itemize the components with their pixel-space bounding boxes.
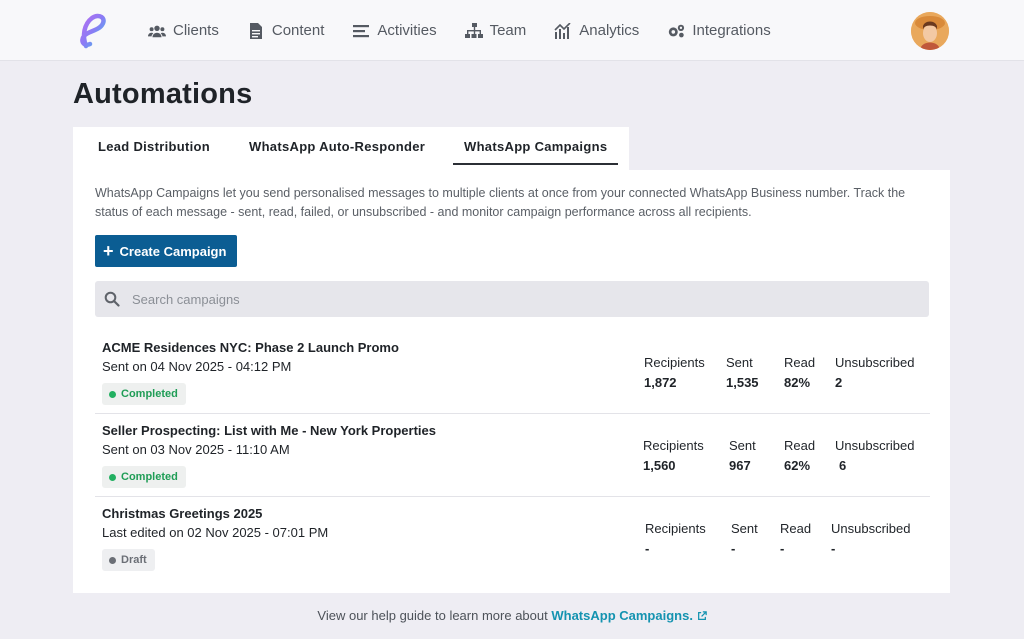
stat-value: 82% [784, 375, 811, 390]
stat-label: Sent [729, 438, 756, 453]
stat-value: - [731, 541, 736, 556]
create-campaign-label: Create Campaign [119, 243, 227, 259]
top-navbar: Clients Content Activities Team Analytic… [0, 0, 1024, 61]
stat-recipients: Recipients 1,560 [643, 438, 704, 473]
stat-label: Recipients [643, 438, 704, 453]
campaign-title[interactable]: Christmas Greetings 2025 [102, 506, 263, 521]
document-icon [249, 22, 262, 39]
campaign-title[interactable]: Seller Prospecting: List with Me - New Y… [102, 423, 436, 438]
nav-label: Content [271, 22, 325, 39]
tab-whatsapp-campaigns[interactable]: WhatsApp Campaigns [453, 127, 619, 170]
help-guide-link-label: WhatsApp Campaigns. [551, 608, 693, 623]
nav-item-content[interactable]: Content [247, 22, 325, 39]
chart-icon [554, 22, 571, 39]
app-logo[interactable] [72, 12, 110, 50]
status-label: Completed [121, 471, 178, 483]
users-icon [148, 25, 166, 37]
nav-label: Team [489, 22, 527, 39]
stat-label: Recipients [644, 355, 705, 370]
stat-label: Sent [726, 355, 753, 370]
stat-sent: Sent 967 [729, 438, 756, 473]
panel-description: WhatsApp Campaigns let you send personal… [95, 186, 906, 219]
status-dot [109, 473, 116, 481]
external-link-icon [697, 611, 707, 620]
stat-unsubscribed: Unsubscribed - [831, 521, 911, 556]
help-guide-link[interactable]: WhatsApp Campaigns. [551, 608, 707, 623]
campaign-title[interactable]: ACME Residences NYC: Phase 2 Launch Prom… [102, 340, 399, 355]
status-dot [109, 390, 116, 398]
search-input[interactable] [132, 291, 892, 307]
plus-icon: + [103, 241, 114, 261]
campaign-row[interactable]: ACME Residences NYC: Phase 2 Launch Prom… [95, 331, 930, 414]
automation-tabs: Lead Distribution WhatsApp Auto-Responde… [73, 127, 629, 170]
stat-label: Read [780, 521, 812, 536]
search-bar [95, 281, 929, 317]
status-dot [109, 556, 116, 564]
page-title: Automations [73, 78, 253, 110]
campaign-row[interactable]: Christmas Greetings 2025 Last edited on … [95, 497, 930, 580]
gears-icon [669, 24, 685, 37]
tab-whatsapp-auto-responder[interactable]: WhatsApp Auto-Responder [249, 139, 426, 154]
stat-value: 6 [839, 458, 847, 473]
user-avatar[interactable] [911, 12, 949, 50]
footer-text: View our help guide to learn more about [317, 608, 548, 623]
stat-value: - [645, 541, 650, 556]
nav-label: Clients [173, 22, 219, 39]
status-badge: Completed [102, 383, 186, 405]
status-badge: Completed [102, 466, 186, 488]
search-icon [104, 291, 120, 307]
stat-value: 1,872 [644, 375, 677, 390]
status-label: Draft [121, 554, 147, 566]
stat-label: Unsubscribed [835, 355, 915, 370]
stat-label: Unsubscribed [835, 438, 915, 453]
stat-read: Read 82% [784, 355, 815, 390]
stat-value: - [831, 541, 836, 556]
status-label: Completed [121, 388, 178, 400]
stat-unsubscribed: Unsubscribed 6 [835, 438, 915, 473]
create-campaign-button[interactable]: + Create Campaign [95, 235, 237, 267]
stat-recipients: Recipients 1,872 [644, 355, 705, 390]
help-footer: View our help guide to learn more about … [0, 608, 1024, 623]
stat-value: - [780, 541, 785, 556]
stat-value: 1,560 [643, 458, 676, 473]
nav-item-clients[interactable]: Clients [148, 22, 219, 39]
list-icon [353, 24, 370, 37]
nav-label: Analytics [579, 22, 640, 39]
stat-label: Read [784, 438, 816, 453]
stat-label: Read [784, 355, 816, 370]
stat-value: 1,535 [726, 375, 759, 390]
campaigns-panel: WhatsApp Campaigns let you send personal… [73, 170, 950, 593]
stat-label: Sent [731, 521, 758, 536]
stat-read: Read - [780, 521, 811, 556]
campaign-row[interactable]: Seller Prospecting: List with Me - New Y… [95, 414, 930, 497]
nav-item-team[interactable]: Team [464, 22, 527, 39]
stat-sent: Sent - [731, 521, 758, 556]
campaign-date: Last edited on 02 Nov 2025 - 07:01 PM [102, 525, 329, 540]
nav-label: Activities [377, 22, 437, 39]
stat-unsubscribed: Unsubscribed 2 [835, 355, 915, 390]
stat-recipients: Recipients - [645, 521, 706, 556]
stat-value: 2 [835, 375, 843, 390]
status-badge: Draft [102, 549, 155, 571]
stat-label: Unsubscribed [831, 521, 911, 536]
nav-item-analytics[interactable]: Analytics [554, 22, 639, 39]
tab-lead-distribution[interactable]: Lead Distribution [98, 139, 210, 154]
campaign-date: Sent on 03 Nov 2025 - 11:10 AM [102, 442, 290, 457]
nav-item-activities[interactable]: Activities [352, 22, 437, 39]
stat-value: 967 [729, 458, 751, 473]
nav-item-integrations[interactable]: Integrations [667, 22, 771, 39]
sitemap-icon [464, 22, 483, 38]
stat-read: Read 62% [784, 438, 815, 473]
stat-value: 62% [784, 458, 811, 473]
campaign-date: Sent on 04 Nov 2025 - 04:12 PM [102, 359, 292, 374]
stat-label: Recipients [645, 521, 706, 536]
nav-label: Integrations [692, 22, 771, 39]
main-nav: Clients Content Activities Team Analytic… [148, 0, 799, 61]
stat-sent: Sent 1,535 [726, 355, 759, 390]
